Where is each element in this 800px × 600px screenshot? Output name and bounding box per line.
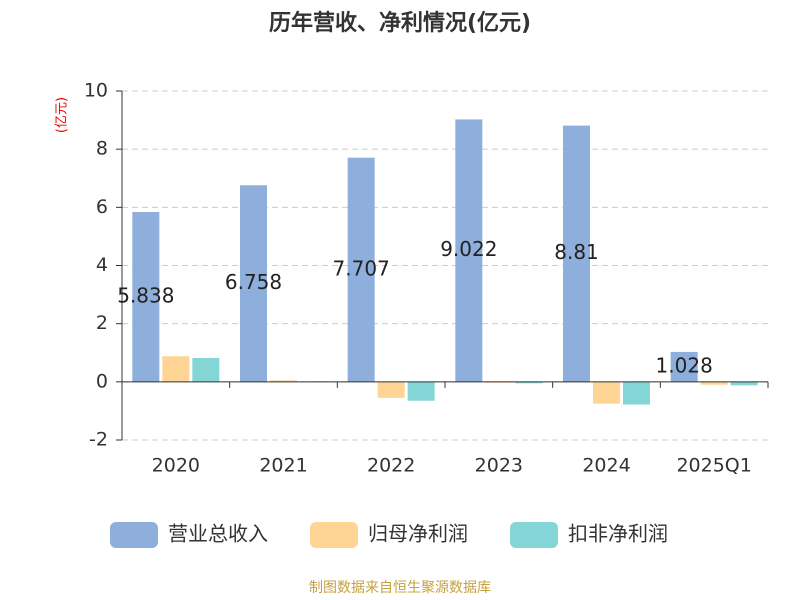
data-label: 7.707 xyxy=(333,256,390,280)
chart-title: 历年营收、净利情况(亿元) xyxy=(269,10,531,36)
x-tick-label: 2021 xyxy=(259,455,307,477)
x-tick-label: 2022 xyxy=(367,455,415,477)
y-tick-label: 0 xyxy=(96,370,108,392)
bar xyxy=(162,356,190,382)
bar xyxy=(377,381,405,398)
bar xyxy=(670,351,698,382)
y-tick-label: 4 xyxy=(96,254,108,276)
bar xyxy=(700,381,728,385)
data-label: 9.022 xyxy=(440,237,497,261)
source-note: 制图数据来自恒生聚源数据库 xyxy=(309,580,491,596)
x-tick-label: 2025Q1 xyxy=(676,455,751,477)
bar xyxy=(730,381,758,386)
data-label: 6.758 xyxy=(225,270,282,294)
y-axis-label: (亿元) xyxy=(55,97,70,133)
y-tick-label: 6 xyxy=(96,196,108,218)
legend-label: 营业总收入 xyxy=(168,522,268,546)
data-label: 5.838 xyxy=(117,283,174,307)
bar xyxy=(593,381,620,404)
legend-label: 扣非净利润 xyxy=(568,522,668,546)
y-tick-label: 8 xyxy=(96,138,108,160)
bar xyxy=(623,381,650,405)
legend-swatch xyxy=(310,522,358,548)
bar xyxy=(270,380,297,382)
x-tick-label: 2023 xyxy=(475,455,523,477)
bar xyxy=(192,357,220,382)
bar xyxy=(347,157,375,382)
x-tick-label: 2024 xyxy=(582,455,630,477)
bar xyxy=(407,381,435,401)
bar xyxy=(455,119,483,382)
y-tick-label: -2 xyxy=(89,429,108,451)
legend-label: 归母净利润 xyxy=(368,522,468,546)
bar xyxy=(563,125,590,382)
data-label: 8.81 xyxy=(554,240,599,264)
data-label: 1.028 xyxy=(656,353,713,377)
legend-swatch xyxy=(510,522,558,548)
y-tick-label: 2 xyxy=(96,312,108,334)
x-tick-label: 2020 xyxy=(152,455,200,477)
bar xyxy=(515,381,543,384)
legend-swatch xyxy=(110,522,158,548)
bar xyxy=(132,212,160,382)
y-tick-label: 10 xyxy=(84,80,108,102)
bar xyxy=(240,185,267,382)
